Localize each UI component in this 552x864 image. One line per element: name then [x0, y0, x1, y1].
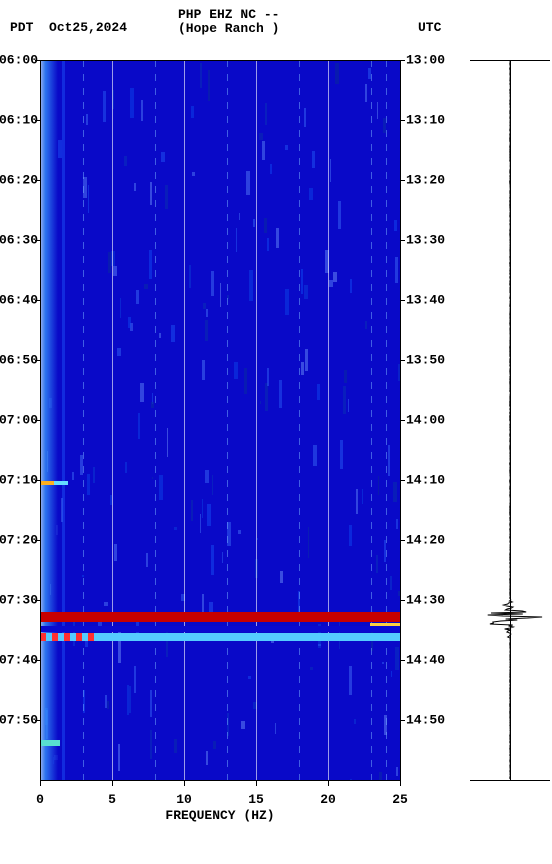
- y-tick-left: 06:00: [0, 53, 38, 68]
- x-axis-label: FREQUENCY (HZ): [40, 808, 400, 823]
- y-tick-right: 14:30: [406, 593, 445, 608]
- y-tick-right: 13:30: [406, 233, 445, 248]
- spectrogram-event-band: [40, 612, 400, 622]
- spectrogram-event-band: [40, 626, 400, 632]
- y-tick-right: 13:40: [406, 293, 445, 308]
- spectrogram-event-band: [40, 740, 60, 746]
- station-line-1: PHP EHZ NC --: [178, 8, 279, 22]
- y-tick-left: 07:20: [0, 533, 38, 548]
- plot-border-right: [400, 60, 401, 780]
- x-tick: 5: [108, 792, 116, 807]
- x-tick: 10: [176, 792, 192, 807]
- x-tick: 0: [36, 792, 44, 807]
- y-tick-left: 06:20: [0, 173, 38, 188]
- plot-border-left: [40, 60, 41, 780]
- spectrogram-plot: [40, 60, 400, 780]
- y-tick-right: 14:40: [406, 653, 445, 668]
- y-tick-left: 07:10: [0, 473, 38, 488]
- x-tick: 15: [248, 792, 264, 807]
- plot-border-bottom: [40, 780, 400, 781]
- y-tick-right: 13:20: [406, 173, 445, 188]
- y-tick-right: 14:20: [406, 533, 445, 548]
- spectrogram-event-band: [40, 481, 54, 485]
- y-tick-right: 13:00: [406, 53, 445, 68]
- y-tick-left: 06:40: [0, 293, 38, 308]
- station-line-2: (Hope Ranch ): [178, 22, 279, 36]
- waveform-trace: [470, 60, 550, 780]
- tz-left: PDT: [10, 20, 33, 35]
- y-tick-right: 14:00: [406, 413, 445, 428]
- wf-bottom: [470, 780, 550, 781]
- header: PDT Oct25,2024 PHP EHZ NC -- (Hope Ranch…: [0, 0, 552, 40]
- y-tick-left: 07:30: [0, 593, 38, 608]
- y-tick-right: 14:50: [406, 713, 445, 728]
- wf-top: [470, 60, 550, 61]
- y-tick-left: 06:30: [0, 233, 38, 248]
- x-tick: 25: [392, 792, 408, 807]
- spectrogram-event-band: [40, 633, 100, 641]
- waveform-panel: [470, 60, 550, 780]
- y-tick-right: 14:10: [406, 473, 445, 488]
- y-tick-left: 07:00: [0, 413, 38, 428]
- date: Oct25,2024: [49, 20, 127, 35]
- y-tick-left: 07:50: [0, 713, 38, 728]
- y-tick-right: 13:10: [406, 113, 445, 128]
- tz-left-and-date: PDT Oct25,2024: [10, 20, 127, 35]
- y-tick-left: 06:10: [0, 113, 38, 128]
- spectrogram-event-band: [54, 481, 68, 485]
- y-tick-left: 07:40: [0, 653, 38, 668]
- y-tick-left: 06:50: [0, 353, 38, 368]
- station-label: PHP EHZ NC -- (Hope Ranch ): [178, 8, 279, 36]
- y-tick-right: 13:50: [406, 353, 445, 368]
- plot-border-top: [40, 60, 400, 61]
- x-tick: 20: [320, 792, 336, 807]
- tz-right: UTC: [418, 20, 441, 35]
